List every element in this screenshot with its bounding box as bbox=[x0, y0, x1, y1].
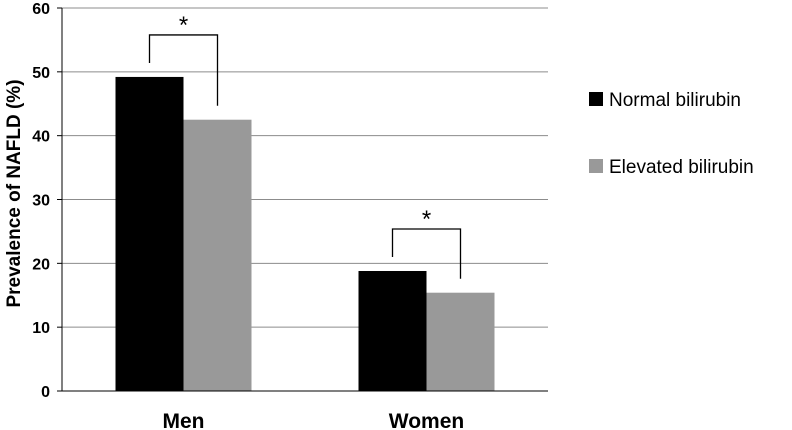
legend-swatch bbox=[589, 159, 603, 173]
legend-label: Elevated bilirubin bbox=[609, 157, 754, 178]
significance-bracket bbox=[148, 34, 219, 106]
bar-men-normal-bilirubin bbox=[115, 76, 184, 391]
significance-bracket bbox=[391, 228, 462, 279]
axes bbox=[61, 8, 548, 392]
y-tick-label: 30 bbox=[32, 193, 50, 210]
significance-star: * bbox=[179, 12, 188, 39]
bars bbox=[115, 76, 495, 391]
y-tick-label: 60 bbox=[32, 1, 50, 18]
category-labels: Men Women bbox=[163, 410, 465, 430]
legend: Normal bilirubin Elevated bilirubin bbox=[589, 90, 754, 178]
y-tick-label: 50 bbox=[32, 65, 50, 82]
bar-women-elevated-bilirubin bbox=[426, 292, 495, 391]
y-tick-label: 0 bbox=[41, 384, 50, 401]
bar-women-normal-bilirubin bbox=[358, 270, 427, 391]
y-axis-label: Prevalence of NAFLD (%) bbox=[4, 79, 25, 307]
bar-men-elevated-bilirubin bbox=[183, 119, 252, 391]
x-category-label: Men bbox=[163, 410, 205, 430]
y-axis-ticks: 0 10 20 30 40 50 60 bbox=[32, 1, 62, 401]
legend-swatch bbox=[589, 92, 603, 106]
x-category-label: Women bbox=[389, 410, 464, 430]
significance-brackets: ** bbox=[148, 12, 462, 279]
significance-star: * bbox=[422, 206, 431, 233]
y-tick-label: 40 bbox=[32, 129, 50, 146]
y-tick-label: 20 bbox=[32, 256, 50, 273]
legend-label: Normal bilirubin bbox=[609, 90, 741, 111]
y-tick-label: 10 bbox=[32, 320, 50, 337]
